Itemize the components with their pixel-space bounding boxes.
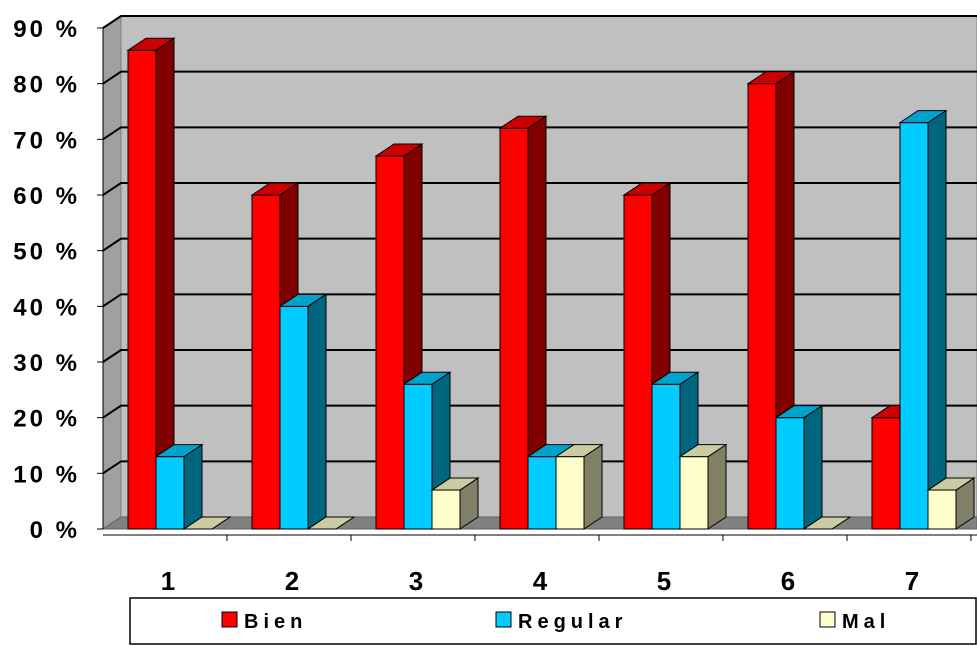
legend-swatch <box>819 611 836 628</box>
gridline <box>102 237 977 252</box>
y-tick-label: 40 % <box>13 294 80 321</box>
bar-bien-3 <box>374 143 424 530</box>
y-tick-label: 10 % <box>13 461 80 488</box>
y-tick-label: 20 % <box>13 406 80 433</box>
y-axis-tick-labels: 0 % 10 % 20 % 30 % 40 % 50 % 60 % 70 % 80 % 90 % <box>13 16 80 544</box>
legend-swatch <box>495 611 512 628</box>
bar-regular-6 <box>774 404 824 530</box>
gridline <box>102 182 977 196</box>
gridline <box>102 293 977 308</box>
bar-regular-1 <box>154 443 204 530</box>
gridlines <box>102 15 977 475</box>
gridline <box>102 126 977 141</box>
x-tick-label: 4 <box>533 566 548 596</box>
legend-swatch <box>221 611 238 628</box>
side-wall <box>102 15 122 530</box>
bar-bien-4 <box>498 115 548 530</box>
x-axis-tick-labels: 1 2 3 4 5 6 7 <box>161 566 919 596</box>
legend-label: Mal <box>842 611 890 633</box>
gridline <box>102 349 977 363</box>
gridline <box>102 70 977 85</box>
y-tick-label: 0 % <box>30 517 80 544</box>
x-tick-label: 2 <box>285 566 299 596</box>
x-tick-label: 3 <box>409 566 423 596</box>
bar-bien-1 <box>126 37 176 530</box>
x-tick-label: 6 <box>781 566 795 596</box>
x-tick-label: 5 <box>657 566 671 596</box>
y-tick-label: 60 % <box>13 183 80 210</box>
y-tick-label: 90 % <box>13 16 80 43</box>
bar-mal-2 <box>306 516 356 530</box>
legend-entry-regular: Regular <box>495 611 627 633</box>
bar-regular-7 <box>898 109 948 530</box>
back-wall <box>120 15 977 518</box>
x-tick-label: 1 <box>161 566 175 596</box>
bars <box>126 37 976 530</box>
bar-mal-5 <box>678 443 728 530</box>
x-tick-label: 7 <box>905 566 919 596</box>
bar-mal-4 <box>554 443 604 530</box>
bar-mal-3 <box>430 477 480 530</box>
legend-entry-bien: Bien <box>221 611 307 633</box>
bar-mal-6 <box>802 516 852 530</box>
y-tick-label: 70 % <box>13 127 80 154</box>
bar-regular-2 <box>278 293 328 530</box>
y-tick-label: 80 % <box>13 72 80 99</box>
legend-label: Regular <box>518 611 627 633</box>
axes <box>97 27 977 541</box>
y-tick-label: 50 % <box>13 239 80 266</box>
bar-mal-1 <box>182 516 232 530</box>
legend-label: Bien <box>244 611 307 633</box>
legend: Bien Regular Mal <box>129 597 977 645</box>
legend-entry-mal: Mal <box>819 611 890 633</box>
y-tick-label: 30 % <box>13 350 80 377</box>
bar-mal-7 <box>926 477 976 530</box>
gridline <box>102 15 977 29</box>
